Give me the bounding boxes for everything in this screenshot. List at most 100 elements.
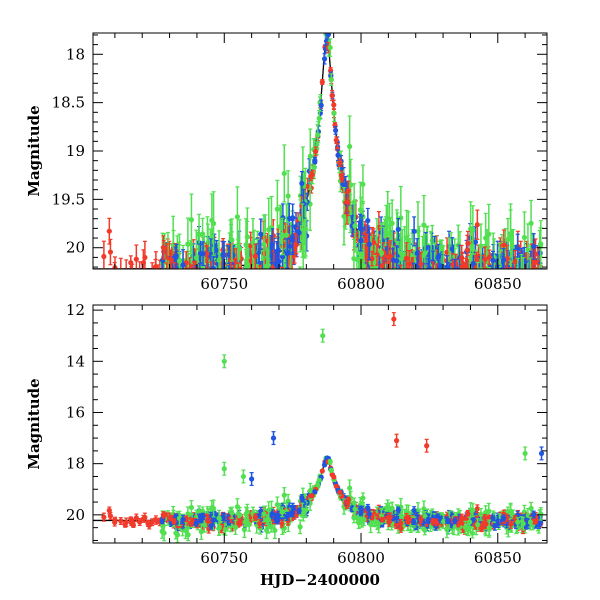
data-point-red — [379, 516, 386, 523]
data-point-blue — [296, 221, 302, 244]
data-point-red — [386, 517, 392, 527]
data-point-red — [479, 524, 485, 533]
data-point-red — [405, 519, 411, 525]
data-point-red — [345, 189, 351, 217]
data-point-green — [389, 199, 395, 248]
data-point-blue — [197, 263, 202, 269]
data-point-green — [411, 268, 416, 269]
data-point-green — [361, 242, 367, 269]
data-point-blue — [501, 248, 507, 269]
data-point-blue — [448, 271, 453, 297]
data-point-red — [267, 264, 272, 269]
data-point-green — [530, 266, 535, 269]
x-tick-label: 60850 — [474, 275, 522, 293]
data-point-blue — [188, 267, 193, 269]
data-point-green — [280, 265, 285, 269]
plot-area — [93, 33, 546, 346]
data-point-green — [173, 294, 178, 338]
data-point-blue — [284, 238, 290, 269]
data-point-green — [232, 519, 239, 535]
data-point-red — [101, 240, 107, 269]
x-tick-label: 60750 — [200, 549, 248, 567]
data-point-red — [508, 519, 514, 529]
data-point-blue — [527, 271, 532, 299]
data-point-blue — [446, 268, 451, 269]
data-point-green — [470, 205, 476, 255]
data-point-green — [180, 271, 185, 326]
data-point-red — [394, 275, 399, 300]
data-point-blue — [413, 267, 418, 269]
data-point-green — [475, 518, 481, 532]
data-point-blue — [200, 512, 206, 521]
data-point-red — [402, 265, 407, 269]
data-point-blue — [312, 489, 318, 495]
data-point-red — [387, 260, 392, 269]
data-point-red — [178, 271, 183, 299]
bottom-plot-frame — [92, 304, 548, 544]
data-point-green — [183, 278, 188, 337]
data-point-green — [266, 270, 271, 317]
data-point-red — [194, 267, 199, 269]
data-point-green — [161, 287, 166, 346]
data-point-blue — [413, 281, 418, 303]
data-point-blue — [394, 245, 400, 269]
data-point-red — [512, 249, 518, 269]
data-point-red — [423, 265, 428, 269]
y-tick-label: 18.5 — [52, 94, 85, 112]
outlier-point — [320, 328, 326, 343]
data-point-red — [172, 262, 177, 269]
data-point-red — [178, 271, 183, 294]
data-point-blue — [490, 250, 496, 269]
data-point-red — [175, 271, 180, 293]
data-point-green — [244, 503, 250, 521]
data-point-blue — [524, 261, 529, 269]
data-point-green — [445, 267, 450, 269]
data-point-blue — [529, 272, 534, 289]
data-point-red — [238, 266, 243, 269]
data-point-red — [153, 515, 159, 525]
data-point-red — [118, 517, 124, 525]
y-tick-label: 20 — [66, 506, 85, 524]
x-tick-label: 60800 — [337, 275, 385, 293]
data-point-green — [281, 144, 287, 203]
data-point-red — [459, 513, 465, 522]
data-point-green — [432, 242, 437, 269]
data-point-red — [465, 230, 471, 256]
data-point-red — [124, 259, 129, 269]
data-point-red — [128, 516, 134, 522]
data-point-green — [266, 197, 272, 262]
data-point-red — [331, 99, 337, 111]
data-point-green — [328, 467, 334, 473]
data-point-green — [198, 523, 204, 540]
data-point-blue — [259, 271, 264, 300]
data-point-red — [145, 519, 151, 527]
data-point-green — [328, 73, 334, 87]
bottom-axis-ticks: 60750 60800 60850 12 14 16 18 20 — [66, 301, 547, 567]
top-y-axis-label: Magnitude — [25, 105, 43, 196]
data-point-red — [337, 489, 343, 495]
data-point-green — [521, 257, 526, 269]
data-point-red — [538, 265, 543, 269]
bottom-y-axis-label: Magnitude — [25, 378, 43, 469]
data-point-blue — [179, 274, 184, 300]
data-point-green — [272, 521, 278, 540]
data-point-red — [257, 265, 262, 269]
data-point-red — [279, 519, 285, 528]
data-point-red — [434, 263, 439, 269]
outlier-point — [221, 461, 227, 476]
data-point-green — [264, 275, 269, 337]
data-point-red — [236, 262, 241, 269]
data-point-green — [234, 186, 241, 248]
data-point-red — [175, 278, 180, 296]
data-point-green — [450, 280, 455, 317]
data-point-green — [487, 266, 492, 269]
data-point-red — [101, 512, 107, 522]
data-point-blue — [174, 283, 179, 315]
data-point-blue — [394, 513, 400, 523]
data-point-green — [515, 517, 521, 528]
data-point-green — [261, 505, 267, 523]
data-point-green — [398, 236, 405, 269]
data-point-red — [482, 246, 488, 269]
data-point-blue — [175, 271, 180, 294]
data-point-red — [257, 519, 263, 529]
